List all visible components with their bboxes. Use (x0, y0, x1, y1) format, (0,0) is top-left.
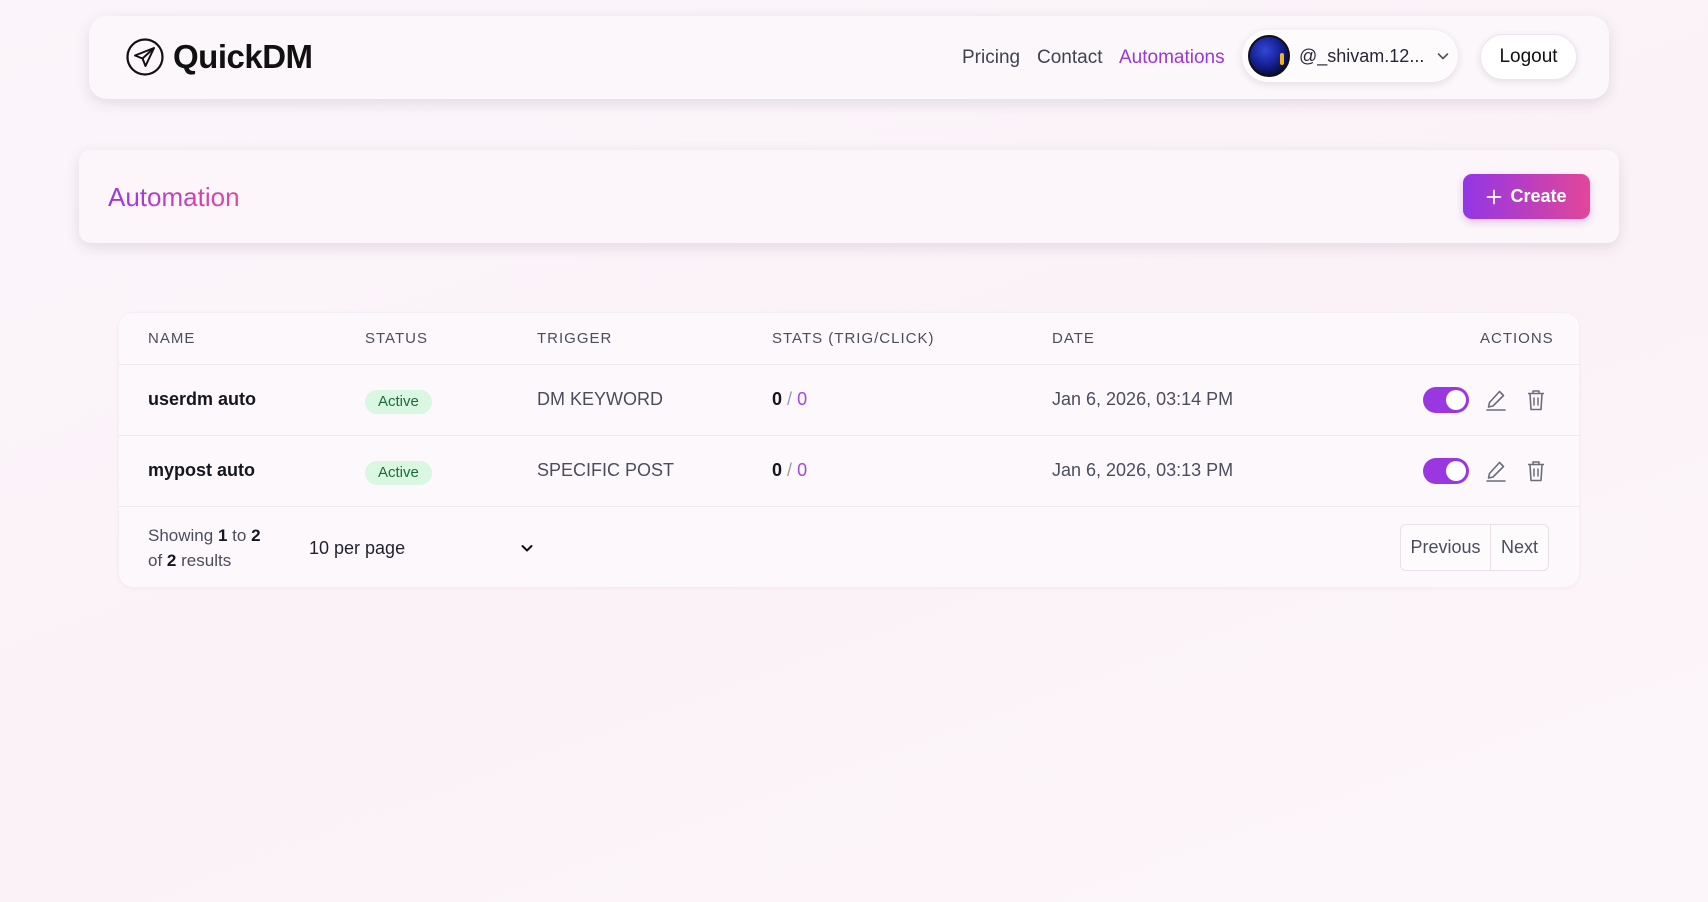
edit-pencil-icon[interactable] (1485, 459, 1507, 483)
create-button-label: Create (1510, 186, 1567, 206)
plus-icon (1487, 189, 1502, 204)
stats-cell: 0 / 0 (772, 389, 807, 410)
user-menu-button[interactable]: @_shivam.12... (1242, 30, 1458, 82)
avatar (1248, 35, 1290, 77)
column-header-stats: STATS (TRIG/CLICK) (772, 330, 935, 347)
column-header-status: STATUS (365, 330, 428, 347)
column-header-actions: ACTIONS (1480, 330, 1554, 347)
created-date: Jan 6, 2026, 03:14 PM (1052, 389, 1234, 409)
edit-pencil-icon[interactable] (1485, 388, 1507, 412)
summary-from: 1 (217, 526, 228, 545)
created-date: Jan 6, 2026, 03:13 PM (1052, 460, 1234, 480)
per-page-value: 10 per page (309, 537, 406, 558)
summary-word: of (148, 551, 163, 570)
summary-word: results (181, 551, 232, 570)
automation-name[interactable]: userdm auto (148, 389, 257, 409)
per-page-select[interactable]: 10 per page (299, 532, 544, 564)
stats-cell: 0 / 0 (772, 460, 807, 481)
trigger-type: SPECIFIC POST (537, 460, 675, 480)
page-title: Automation (108, 182, 240, 212)
summary-word: Showing (148, 526, 214, 545)
table-row: mypost auto Active SPECIFIC POST 0 / 0 J… (119, 436, 1579, 506)
column-header-trigger: TRIGGER (537, 330, 613, 347)
brand-name: QuickDM (173, 38, 313, 75)
chevron-down-icon (521, 545, 533, 552)
column-header-name: NAME (148, 330, 196, 347)
row-divider (119, 435, 1579, 436)
chevron-down-icon (1438, 53, 1449, 60)
automation-header-card: Automation Create (79, 150, 1619, 243)
stats-trigger-count: 0 (772, 460, 783, 480)
trash-icon[interactable] (1525, 459, 1547, 483)
top-navbar: QuickDM Pricing Contact Automations @_sh… (89, 16, 1609, 99)
summary-word: to (232, 526, 247, 545)
paper-plane-icon (126, 38, 164, 76)
stats-click-count: 0 (797, 460, 808, 480)
username: @_shivam.12... (1299, 45, 1425, 66)
stats-trigger-count: 0 (772, 389, 783, 409)
stats-click-count: 0 (797, 389, 808, 409)
summary-to: 2 (251, 526, 261, 545)
enable-toggle[interactable] (1423, 387, 1469, 413)
brand-logo[interactable]: QuickDM (125, 37, 313, 77)
pagination: Previous Next (1400, 524, 1549, 571)
nav-link-automations[interactable]: Automations (1119, 47, 1225, 68)
toggle-knob (1446, 390, 1466, 410)
table-row: userdm auto Active DM KEYWORD 0 / 0 Jan … (119, 365, 1579, 435)
previous-page-button[interactable]: Previous (1401, 525, 1491, 570)
automations-table: NAME STATUS TRIGGER STATS (TRIG/CLICK) D… (119, 313, 1579, 587)
next-page-button[interactable]: Next (1500, 537, 1538, 557)
summary-total: 2 (166, 551, 177, 570)
status-badge: Active (365, 390, 432, 414)
nav-link-pricing[interactable]: Pricing (962, 47, 1021, 68)
column-header-date: DATE (1052, 330, 1095, 347)
create-button[interactable]: Create (1463, 174, 1590, 219)
nav-link-contact[interactable]: Contact (1037, 47, 1103, 68)
trash-icon[interactable] (1525, 388, 1547, 412)
toggle-knob (1446, 461, 1466, 481)
logout-button[interactable]: Logout (1480, 34, 1577, 80)
results-summary: Showing 1 to 2 of 2 results (148, 523, 261, 573)
stats-separator: / (787, 460, 793, 480)
stats-separator: / (787, 389, 793, 409)
trigger-type: DM KEYWORD (537, 389, 663, 409)
row-divider (119, 364, 1579, 365)
enable-toggle[interactable] (1423, 458, 1469, 484)
row-divider (119, 506, 1579, 507)
status-badge: Active (365, 461, 432, 485)
automation-name[interactable]: mypost auto (148, 460, 256, 480)
